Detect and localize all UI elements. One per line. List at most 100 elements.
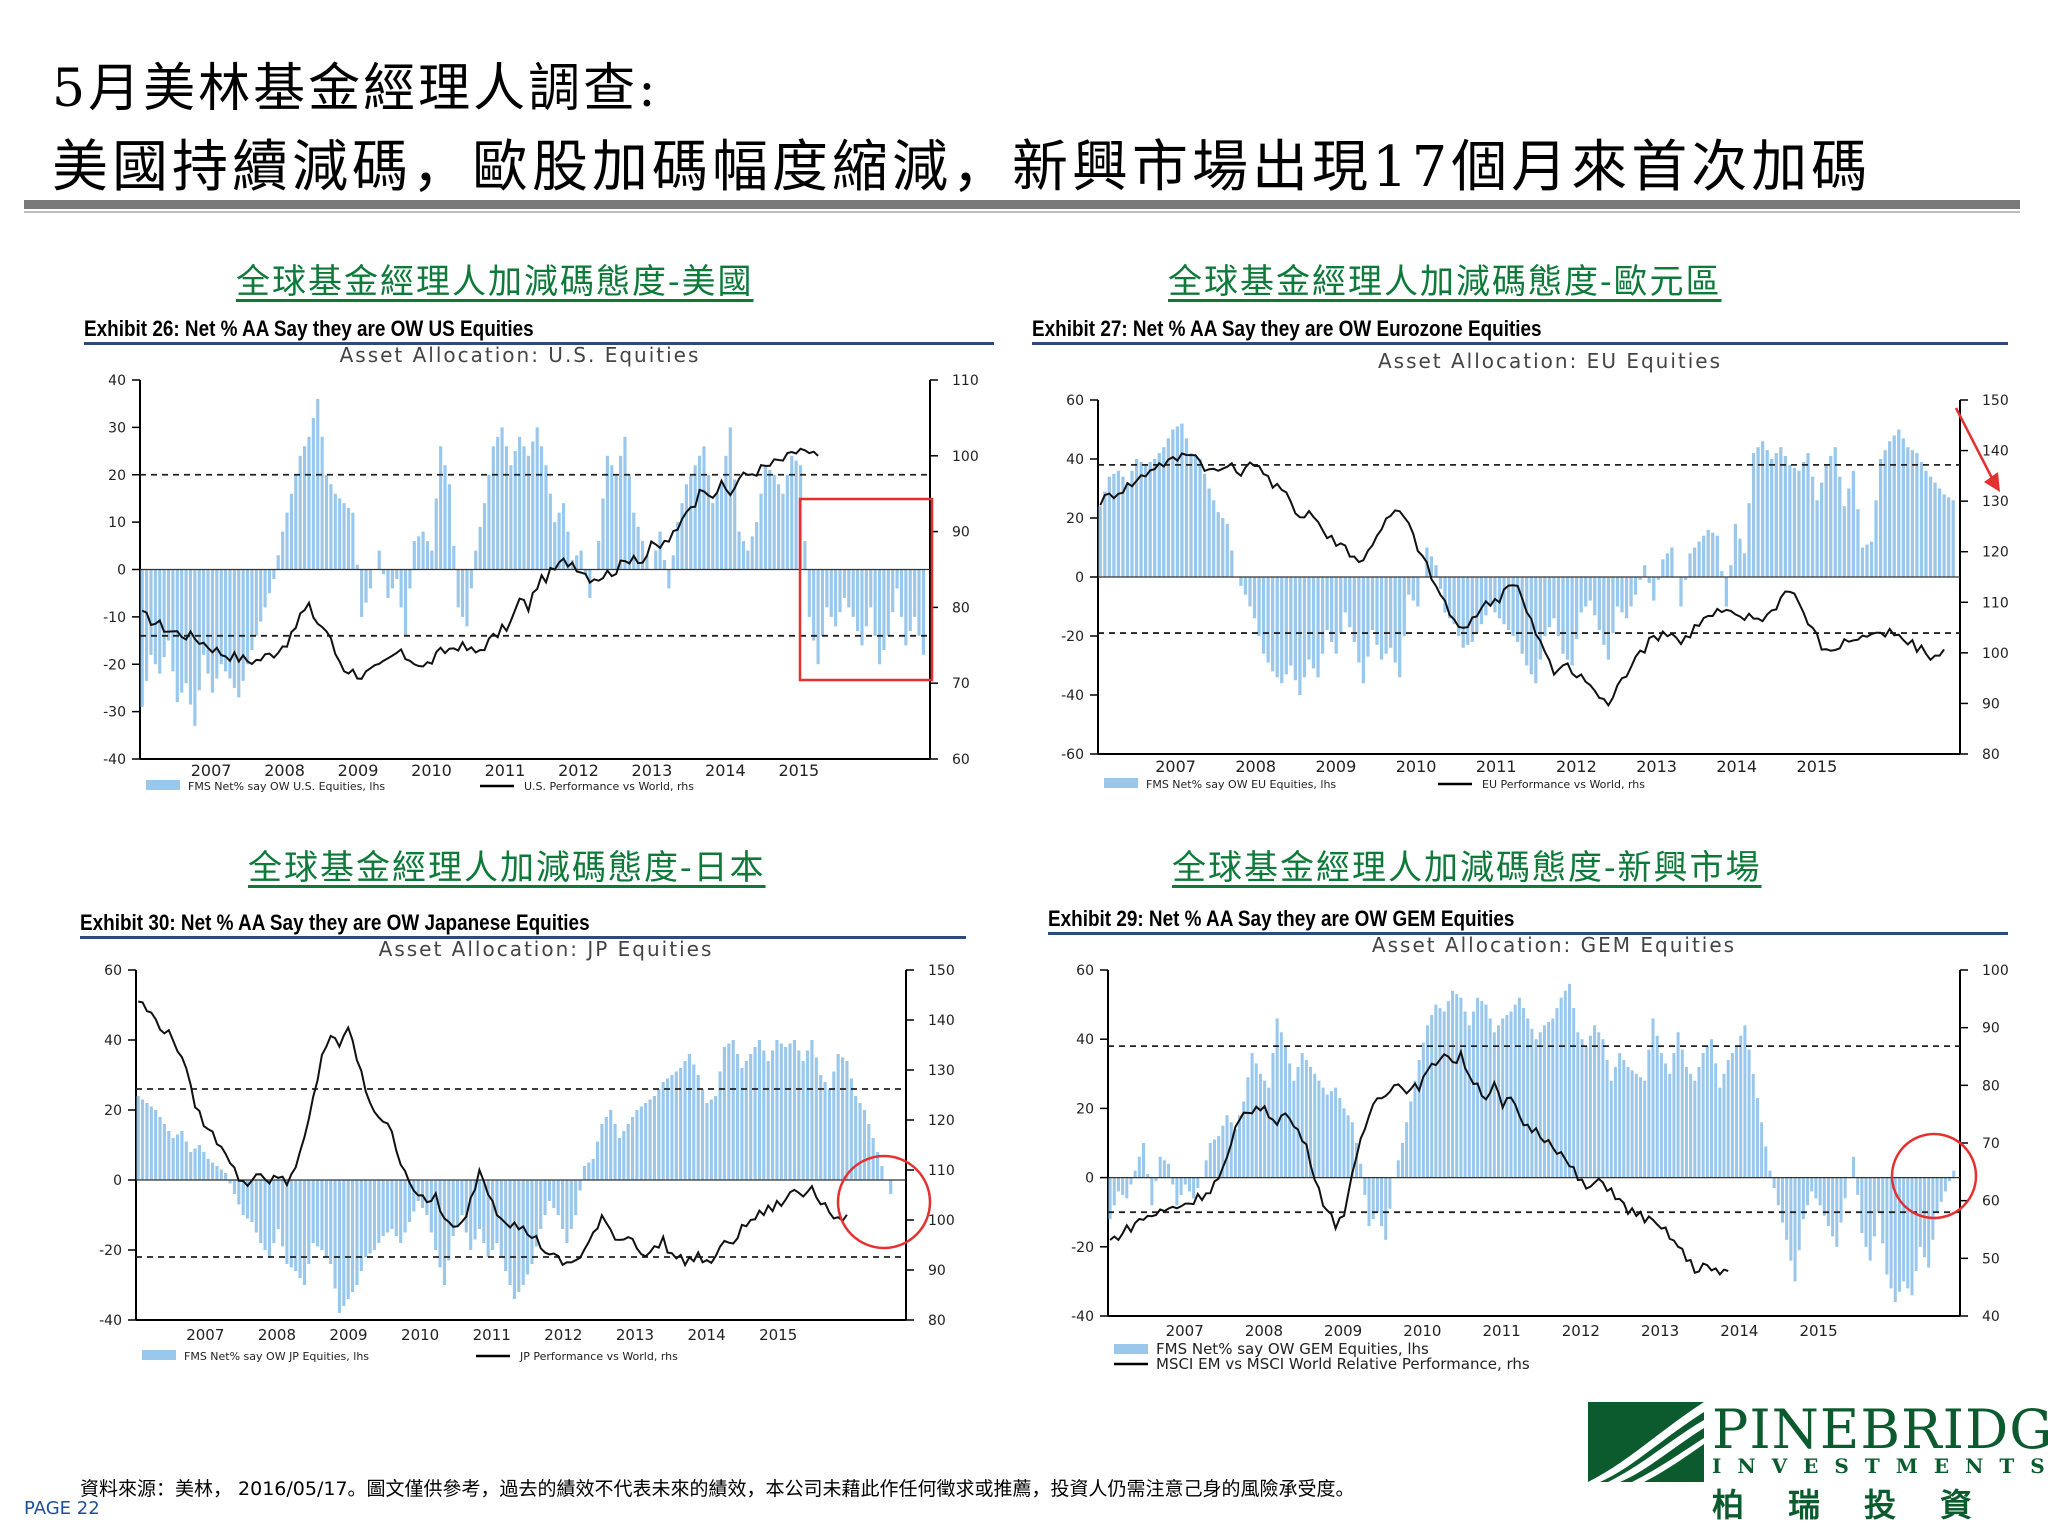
bar	[464, 1180, 468, 1233]
bar	[1551, 1018, 1555, 1178]
bar	[1785, 1177, 1789, 1240]
bar	[823, 1082, 827, 1180]
bar	[762, 1050, 766, 1180]
bar	[719, 484, 724, 570]
bar	[1429, 556, 1434, 577]
bar	[709, 1099, 713, 1180]
bar	[513, 451, 517, 570]
bar	[1928, 476, 1933, 577]
bar	[461, 569, 465, 617]
bar	[1634, 1073, 1638, 1178]
bar	[1810, 476, 1815, 577]
bar	[600, 1124, 604, 1180]
bar	[1530, 1028, 1534, 1178]
bar	[1275, 1018, 1279, 1178]
bar	[486, 1180, 490, 1257]
bar	[403, 569, 408, 636]
bar	[1570, 577, 1574, 666]
bar	[832, 1071, 836, 1180]
bar	[645, 555, 649, 570]
bar	[1153, 459, 1157, 577]
bar	[1633, 577, 1638, 595]
bar	[355, 1180, 359, 1285]
exhibit-rule-japan	[80, 936, 966, 939]
bar	[875, 1152, 880, 1180]
x-tick-label: 2015	[779, 761, 820, 780]
logo-subtitle: INVESTMENTS	[1712, 1454, 2048, 1478]
bar	[1162, 1160, 1166, 1178]
bar	[1822, 1177, 1826, 1216]
bar	[676, 522, 680, 570]
bar	[862, 1110, 867, 1180]
bar	[1502, 577, 1506, 625]
bar	[206, 1159, 210, 1180]
bar	[1452, 577, 1456, 625]
bar	[145, 1103, 149, 1180]
highlight-circle	[1890, 1132, 1978, 1220]
bar	[882, 569, 886, 651]
bar	[1311, 577, 1316, 669]
bar	[1547, 1021, 1551, 1178]
bar	[500, 427, 504, 570]
left-tick-label: -40	[99, 1313, 122, 1329]
bar	[1888, 441, 1892, 577]
bar	[1501, 1018, 1505, 1178]
bar	[1593, 577, 1597, 616]
logo-chinese-name: 柏瑞投資	[1712, 1486, 2017, 1524]
bar	[1601, 1039, 1605, 1178]
bar	[1680, 1049, 1684, 1178]
bar	[189, 1152, 193, 1180]
bar	[1243, 577, 1248, 595]
bar	[1293, 577, 1297, 681]
bar	[838, 569, 842, 613]
bar	[667, 569, 671, 589]
right-tick-label: 80	[1982, 747, 2000, 763]
bar	[1819, 482, 1824, 577]
bar	[1221, 1125, 1225, 1178]
performance-line	[1109, 1048, 1729, 1277]
bar	[434, 498, 438, 570]
bar	[1409, 1101, 1413, 1178]
bar	[661, 1082, 665, 1180]
x-tick-label: 2007	[186, 1326, 224, 1344]
legend-bar-label: FMS Net% say OW GEM Equities, lhs	[1156, 1340, 1429, 1358]
bar	[1952, 1170, 1956, 1178]
bar	[1919, 461, 1924, 577]
bar	[1739, 1035, 1743, 1178]
exhibit-label-emerging: Exhibit 29: Net % AA Say they are OW GEM…	[1048, 906, 1515, 931]
bar	[289, 493, 293, 570]
bar	[504, 1180, 508, 1271]
bar	[320, 436, 324, 570]
bar	[803, 541, 807, 570]
bar	[469, 569, 473, 589]
bar	[1692, 547, 1697, 577]
bar	[851, 569, 855, 617]
bar	[149, 1106, 153, 1180]
bar	[342, 1180, 346, 1306]
bar	[814, 1057, 818, 1180]
bar	[1705, 1046, 1709, 1178]
bar	[517, 1180, 521, 1292]
bar	[867, 1124, 871, 1180]
bar	[416, 1180, 420, 1201]
bar	[184, 1141, 188, 1180]
bar	[1651, 1018, 1655, 1178]
bar	[149, 569, 153, 655]
bar	[614, 474, 618, 570]
x-tick-label: 2012	[1556, 757, 1597, 776]
bar	[880, 1166, 884, 1180]
bar	[329, 1180, 333, 1264]
bar	[1801, 461, 1806, 577]
x-tick-label: 2014	[687, 1326, 725, 1344]
bar	[757, 1040, 762, 1180]
bar	[864, 569, 868, 627]
bar	[285, 512, 289, 570]
bar	[1509, 1011, 1513, 1178]
bar	[1697, 1066, 1701, 1178]
bar	[1271, 1053, 1275, 1178]
right-tick-label: 150	[1982, 393, 2009, 409]
bar	[1463, 1011, 1467, 1178]
bar	[1320, 577, 1325, 654]
bar	[294, 1180, 298, 1271]
bar	[197, 569, 201, 691]
